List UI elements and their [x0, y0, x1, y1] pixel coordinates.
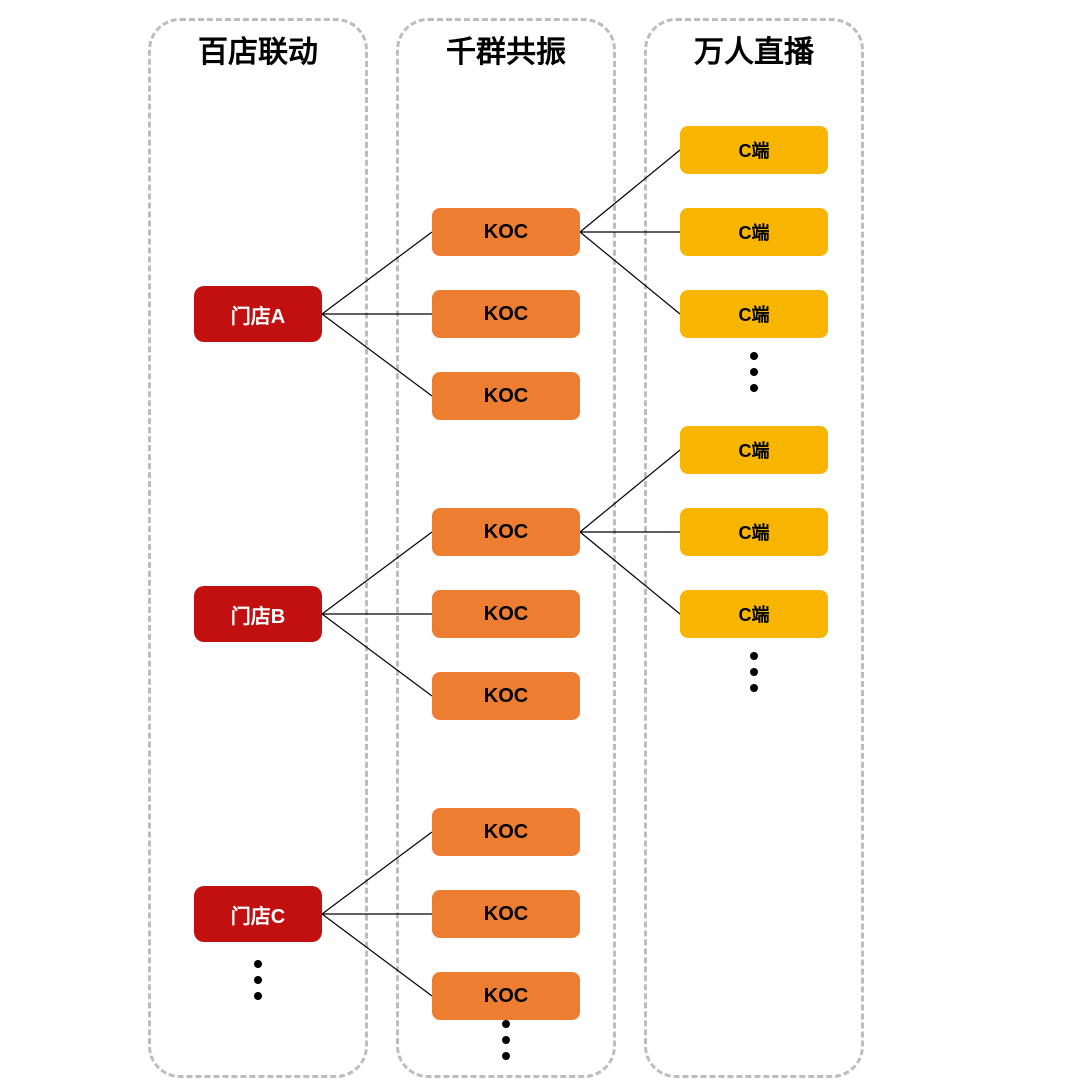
koc-node-kocB3: KOC [432, 672, 580, 720]
c-node-cA2: C端 [680, 208, 828, 256]
store-node-storeC: 门店C [194, 886, 322, 942]
c-node-cB3: C端 [680, 590, 828, 638]
c-node-cA3: C端 [680, 290, 828, 338]
c-node-cB1: C端 [680, 426, 828, 474]
ellipsis-col3-kocB1 [750, 652, 758, 692]
ellipsis-col3-kocA1 [750, 352, 758, 392]
koc-node-kocC3: KOC [432, 972, 580, 1020]
ellipsis-col1 [254, 960, 262, 1000]
ellipsis-col2 [502, 1020, 510, 1060]
koc-node-kocA3: KOC [432, 372, 580, 420]
c-node-cA1: C端 [680, 126, 828, 174]
koc-node-kocB1: KOC [432, 508, 580, 556]
koc-node-kocC2: KOC [432, 890, 580, 938]
column-title-col3: 万人直播 [644, 27, 864, 71]
koc-node-kocB2: KOC [432, 590, 580, 638]
column-title-col1: 百店联动 [148, 27, 368, 71]
koc-node-kocC1: KOC [432, 808, 580, 856]
c-node-cB2: C端 [680, 508, 828, 556]
koc-node-kocA1: KOC [432, 208, 580, 256]
diagram-stage: 百店联动千群共振万人直播门店A 门店B 门店C KOC KOC KOC KOC KOC KOC K… [0, 0, 1080, 1082]
store-node-storeB: 门店B [194, 586, 322, 642]
koc-node-kocA2: KOC [432, 290, 580, 338]
column-title-col2: 千群共振 [396, 27, 616, 71]
store-node-storeA: 门店A [194, 286, 322, 342]
